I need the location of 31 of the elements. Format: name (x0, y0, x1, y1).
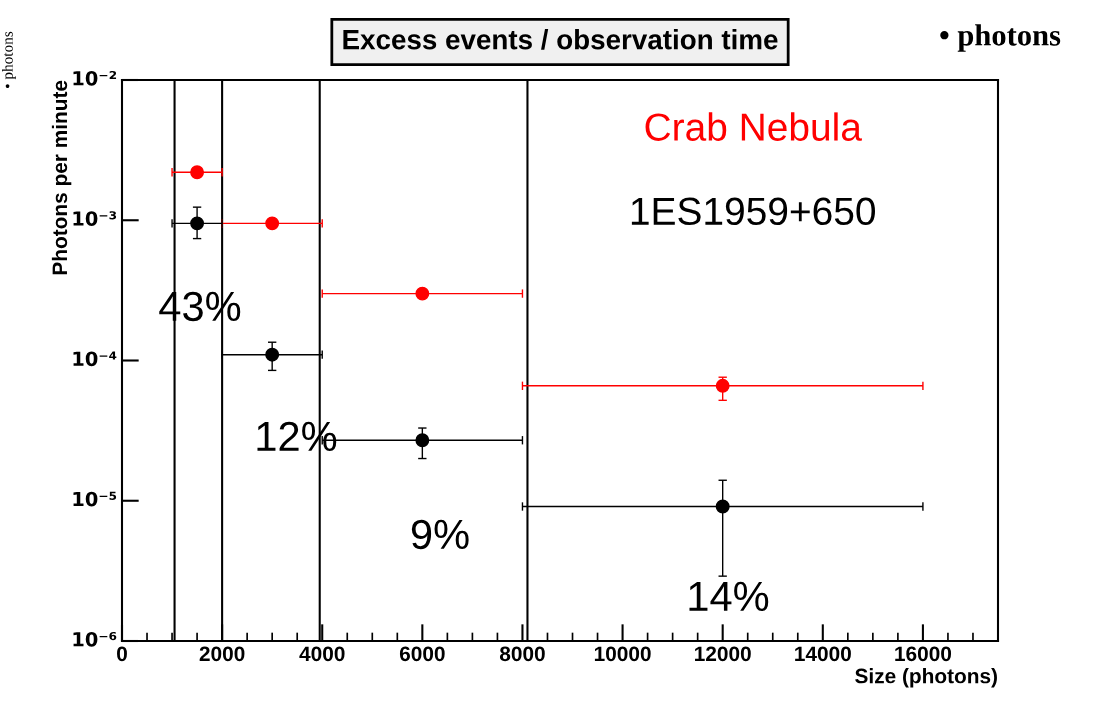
point (415, 286, 430, 301)
text: • photons (2, 31, 16, 88)
y-tick-label: 10⁻³ (73, 211, 117, 226)
annotation: 9% (411, 519, 469, 550)
x-tick-label: 0 (117, 646, 127, 662)
text: 1ES1959+650 (631, 197, 876, 226)
x-tick-label: 14000 (795, 646, 851, 662)
point (415, 433, 430, 448)
x-tick-label: 16000 (895, 646, 952, 662)
point (265, 347, 280, 362)
x-tick-label: 10000 (594, 646, 651, 662)
text: • photons (940, 24, 1061, 52)
x-tick-label: 6000 (399, 646, 445, 662)
point (715, 499, 730, 514)
point (190, 165, 205, 180)
y-tick-label: 10⁻⁵ (73, 491, 117, 507)
point (190, 216, 205, 231)
y-tick-label: 10⁻² (73, 70, 117, 86)
point (265, 216, 280, 231)
y-tick-label: 10⁻⁶ (73, 631, 117, 647)
x-axis-title: Size (photons) (855, 668, 997, 688)
point (715, 378, 730, 393)
y-tick-label: 10⁻⁴ (73, 351, 117, 367)
x-tick-label: 8000 (499, 646, 545, 662)
chart-title: Excess events / observation time (343, 29, 778, 50)
x-tick-label: 2000 (199, 646, 245, 662)
text: Crab Nebula (645, 112, 862, 141)
x-tick-label: 12000 (695, 646, 751, 662)
annotation: 14% (689, 581, 769, 612)
y-axis-title: Photons per minute (51, 80, 72, 275)
x-tick-label: 4000 (299, 646, 345, 662)
